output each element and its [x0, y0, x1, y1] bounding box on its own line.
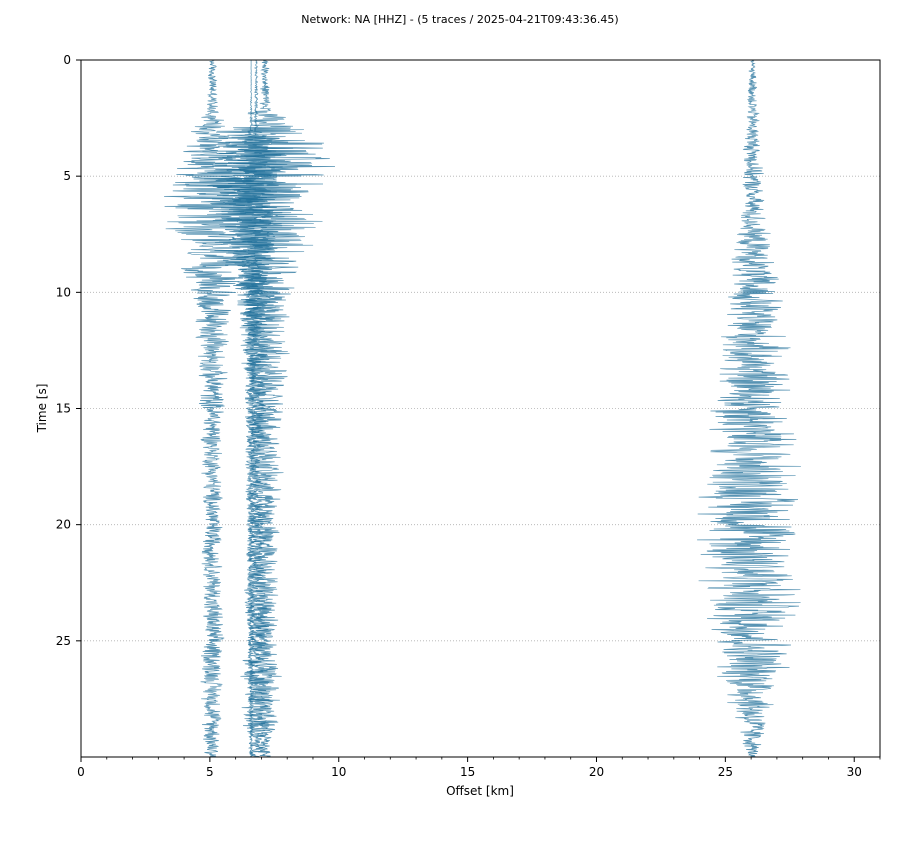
y-tick-label: 20 [56, 518, 71, 532]
y-axis: 0 5 10 15 20 25 [56, 53, 81, 648]
x-tick-label: 15 [460, 765, 475, 779]
y-tick-label: 25 [56, 634, 71, 648]
grid-lines [81, 175, 880, 642]
x-tick-label: 25 [718, 765, 733, 779]
x-axis: 0 5 10 15 20 25 30 [77, 757, 881, 779]
trace-3 [199, 59, 336, 758]
x-tick-label: 10 [331, 765, 346, 779]
y-tick-label: 0 [63, 53, 71, 67]
x-tick-label: 0 [77, 765, 85, 779]
y-tick-label: 5 [63, 169, 71, 183]
y-tick-label: 10 [56, 285, 71, 299]
x-axis-label: Offset [km] [446, 784, 514, 798]
x-tick-label: 20 [589, 765, 604, 779]
x-tick-label: 5 [206, 765, 214, 779]
trace-5 [697, 59, 801, 758]
trace-4 [211, 60, 297, 758]
chart-title: Network: NA [HHZ] - (5 traces / 2025-04-… [301, 13, 618, 26]
y-axis-label: Time [s] [35, 384, 49, 434]
y-tick-label: 15 [56, 402, 71, 416]
x-tick-label: 30 [847, 765, 862, 779]
trace-group [164, 59, 801, 758]
